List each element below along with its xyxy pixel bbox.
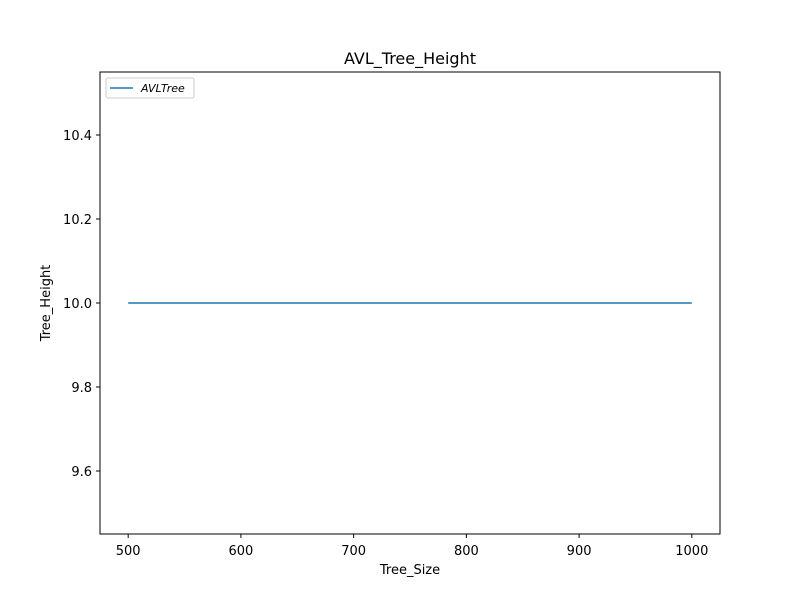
y-axis-ticks: 9.6 9.8 10.0 10.2 10.4 <box>63 129 100 480</box>
legend: AVLTree <box>105 77 195 99</box>
x-tick-label: 700 <box>341 544 366 559</box>
chart-title: AVL_Tree_Height <box>344 49 476 69</box>
y-tick-label: 9.8 <box>71 381 92 396</box>
x-axis-ticks: 500 600 700 800 900 1000 <box>116 534 708 559</box>
x-axis-label: Tree_Size <box>379 563 440 578</box>
plot-frame <box>99 71 721 535</box>
x-tick-label: 900 <box>567 544 592 559</box>
y-tick-label: 10.4 <box>63 129 92 144</box>
x-tick-label: 600 <box>228 544 253 559</box>
y-tick-label: 10.0 <box>63 297 92 312</box>
legend-label-avltree: AVLTree <box>140 82 185 95</box>
y-tick-label: 10.2 <box>63 213 92 228</box>
x-tick-label: 1000 <box>675 544 708 559</box>
y-tick-label: 9.6 <box>71 465 92 480</box>
y-axis-label: Tree_Height <box>39 265 54 343</box>
legend-box <box>105 77 195 99</box>
x-tick-label: 500 <box>116 544 141 559</box>
x-tick-label: 800 <box>454 544 479 559</box>
